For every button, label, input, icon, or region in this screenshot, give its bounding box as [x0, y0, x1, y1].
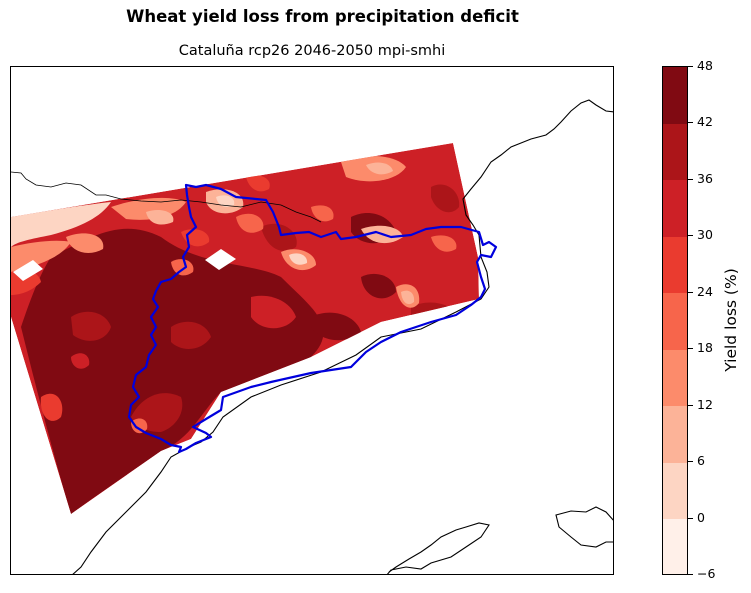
colorbar-tick [688, 518, 693, 519]
colorbar-tick-label: 0 [697, 510, 705, 525]
colorbar-tick [688, 122, 693, 123]
colorbar-tick-label: 6 [697, 453, 705, 468]
colorbar-title: Yield loss (%) [722, 268, 740, 372]
colorbar-tick [688, 461, 693, 462]
colorbar-band [663, 349, 687, 407]
colorbar-band [663, 406, 687, 463]
coastline [11, 99, 613, 574]
colorbar-tick [688, 574, 693, 575]
colorbar-tick-label: 36 [697, 171, 713, 186]
colorbar-tick [688, 292, 693, 293]
colorbar-tick-label: 12 [697, 397, 713, 412]
colorbar-tick-label: −6 [697, 566, 716, 581]
catalonia-boundary [127, 183, 498, 454]
colorbar-band [663, 519, 687, 574]
colorbar-tick-label: 18 [697, 340, 713, 355]
colorbar-band [663, 123, 687, 181]
colorbar-tick-label: 30 [697, 227, 713, 242]
colorbar-tick [688, 348, 693, 349]
colorbar-tick-label: 48 [697, 58, 713, 73]
colorbar-band [663, 180, 687, 237]
colorbar-tick-label: 24 [697, 284, 713, 299]
colorbar-band [663, 236, 687, 294]
colorbar-band [663, 67, 687, 124]
colorbar-tick [688, 179, 693, 180]
colorbar-tick-label: 42 [697, 114, 713, 129]
map-subtitle: Cataluña rcp26 2046-2050 mpi-smhi [178, 43, 446, 59]
colorbar [662, 66, 688, 575]
colorbar-band [663, 293, 687, 350]
colorbar-tick [688, 66, 693, 67]
colorbar-band [663, 462, 687, 520]
colorbar-tick [688, 235, 693, 236]
map-panel[interactable] [10, 66, 614, 575]
colorbar-tick [688, 405, 693, 406]
map-canvas [11, 99, 613, 574]
figure-title: Wheat yield loss from precipitation defi… [126, 7, 519, 26]
